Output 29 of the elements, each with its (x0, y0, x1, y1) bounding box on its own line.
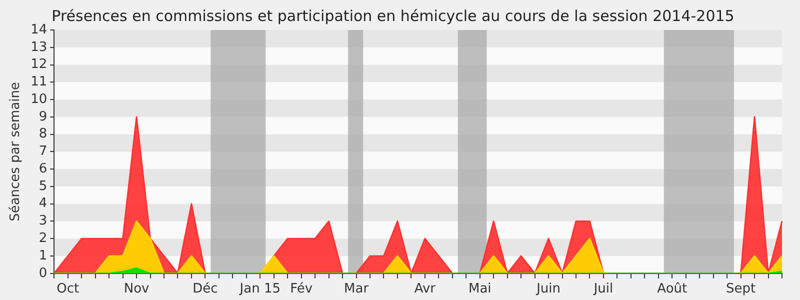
x-tick-label: Juil (592, 282, 614, 297)
x-tick-label: Jan 15 (238, 282, 280, 297)
y-tick-label: 7 (38, 144, 48, 160)
y-tick-label: 2 (38, 231, 48, 246)
y-tick-label: 4 (38, 196, 48, 212)
x-tick-label: Déc (192, 282, 218, 297)
x-tick-label: Sept (726, 282, 756, 297)
y-tick-label: 9 (38, 109, 48, 124)
x-tick-label: Juin (536, 282, 561, 297)
x-tick-label: Fév (290, 282, 313, 297)
x-tick-label: Mai (468, 282, 492, 297)
y-tick-label: 3 (38, 214, 48, 229)
y-axis-title: Séances par semaine (8, 82, 24, 222)
y-tick-label: 12 (30, 57, 48, 72)
chart-title: Présences en commissions et participation en hémicycle au cours de la session 2014-2015 (52, 6, 734, 25)
x-tick-label: Mar (344, 282, 370, 297)
y-tick-label: 1 (38, 248, 48, 264)
y-tick-label: 14 (30, 22, 48, 38)
y-tick-label: 5 (38, 178, 48, 194)
y-tick-label: 6 (38, 161, 48, 176)
y-tick-label: 10 (30, 92, 48, 107)
x-tick-label: Nov (124, 282, 150, 297)
y-tick-label: 13 (30, 40, 48, 55)
y-tick-label: 11 (30, 74, 48, 90)
y-tick-label: 8 (38, 126, 48, 142)
x-tick-label: Oct (56, 282, 80, 297)
x-tick-label: Avr (414, 282, 436, 297)
x-tick-label: Août (657, 282, 688, 297)
y-tick-label: 0 (38, 266, 48, 281)
